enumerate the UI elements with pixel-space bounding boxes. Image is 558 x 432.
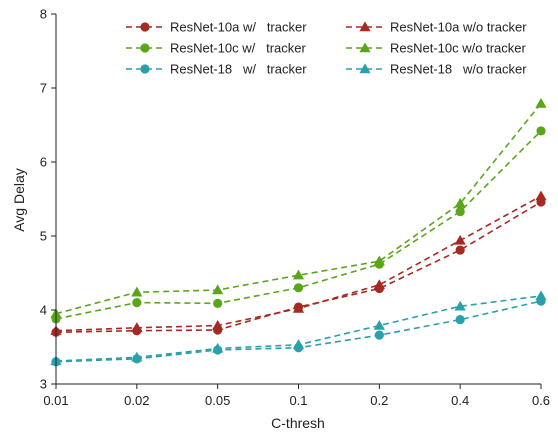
x-tick-label: 0.01 — [43, 393, 68, 408]
y-tick-label: 4 — [40, 303, 47, 318]
data-point — [373, 319, 385, 330]
data-point — [131, 322, 143, 332]
y-tick-label: 3 — [40, 377, 47, 392]
data-point — [292, 302, 305, 313]
axes: 3 4 5 6 7 8 0.01 0.02 0.05 0.1 0.2 0.4 0.6 — [40, 7, 550, 409]
x-tick-label: 0.1 — [289, 393, 307, 408]
legend-marker — [359, 21, 371, 32]
data-point — [212, 284, 224, 295]
x-tick-label: 0.2 — [370, 393, 388, 408]
data-point — [374, 330, 384, 340]
data-point — [373, 255, 385, 266]
data-point — [131, 351, 143, 362]
data-point — [132, 298, 142, 308]
data-point — [535, 290, 547, 301]
y-tick-label: 6 — [40, 155, 47, 170]
legend-label: ResNet-10c w/ tracker — [170, 41, 306, 56]
data-point — [455, 206, 465, 217]
x-tick-label: 0.6 — [532, 393, 550, 408]
data-point — [454, 197, 466, 208]
legend-label: ResNet-18 w/ tracker — [170, 62, 307, 77]
legend-marker — [140, 22, 150, 32]
data-point — [212, 319, 224, 330]
legend: ResNet-10a w/ tracker ResNet-10c w/ track… — [126, 20, 527, 77]
x-tick-label: 0.4 — [451, 393, 469, 408]
data-point — [454, 300, 466, 311]
y-tick-label: 7 — [40, 81, 47, 96]
plot-area — [50, 97, 547, 367]
data-point — [131, 286, 143, 297]
y-tick-label: 8 — [40, 7, 47, 22]
data-point — [293, 283, 304, 293]
x-tick-label: 0.02 — [124, 393, 149, 408]
data-point — [213, 298, 223, 308]
series-line-4 — [55, 103, 542, 315]
x-axis-title: C-thresh — [271, 415, 325, 431]
data-point — [535, 97, 547, 108]
legend-label: ResNet-10c w/o tracker — [390, 41, 526, 56]
legend-marker — [359, 42, 371, 53]
data-point — [535, 190, 547, 201]
data-point — [454, 234, 466, 245]
data-point — [373, 279, 385, 290]
legend-marker — [140, 64, 150, 74]
legend-label: ResNet-10a w/ tracker — [170, 20, 307, 35]
y-tick-label: 5 — [40, 229, 47, 244]
legend-label: ResNet-18 w/o tracker — [390, 62, 527, 77]
legend-marker — [359, 63, 371, 74]
legend-marker — [140, 43, 150, 53]
data-point — [536, 126, 546, 136]
x-tick-label: 0.05 — [205, 393, 230, 408]
data-point — [292, 339, 305, 349]
data-point — [455, 315, 465, 325]
legend-label: ResNet-10a w/o tracker — [390, 20, 527, 35]
data-point — [212, 342, 224, 353]
data-point — [455, 245, 465, 255]
data-point — [292, 269, 305, 280]
y-axis-title: Avg Delay — [11, 168, 27, 232]
